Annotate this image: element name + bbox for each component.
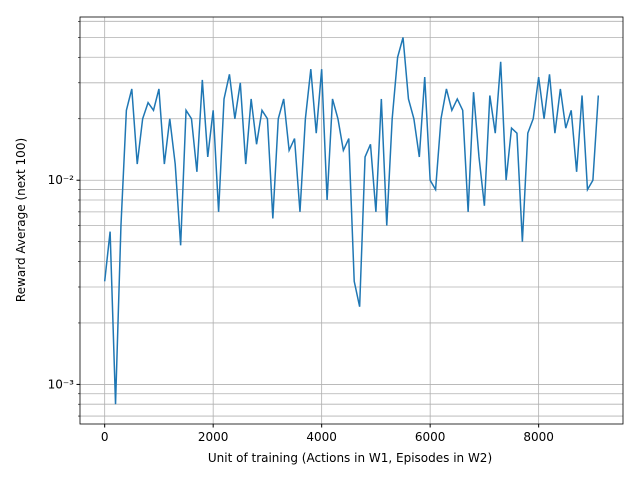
x-tick-label: 0 — [101, 430, 109, 444]
x-tick-label: 4000 — [306, 430, 337, 444]
y-tick-label: 10⁻² — [48, 173, 75, 187]
y-axis-label: Reward Average (next 100) — [14, 138, 28, 302]
x-tick-label: 6000 — [415, 430, 446, 444]
x-tick-label: 8000 — [523, 430, 554, 444]
y-tick-label: 10⁻³ — [48, 377, 75, 391]
plot-frame — [79, 16, 624, 425]
line — [103, 37, 600, 405]
x-axis-label: Unit of training (Actions in W1, Episode… — [208, 451, 492, 465]
x-tick-label: 2000 — [198, 430, 229, 444]
